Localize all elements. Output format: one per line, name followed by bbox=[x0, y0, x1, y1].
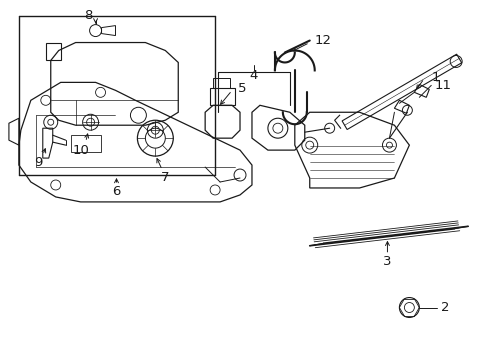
Text: 2: 2 bbox=[440, 301, 449, 314]
Text: 6: 6 bbox=[112, 185, 121, 198]
Text: 12: 12 bbox=[314, 34, 331, 47]
Text: 1: 1 bbox=[430, 71, 439, 84]
Text: 4: 4 bbox=[249, 69, 258, 82]
Text: 3: 3 bbox=[383, 255, 391, 268]
Text: 9: 9 bbox=[35, 156, 43, 168]
Text: 7: 7 bbox=[161, 171, 169, 184]
Text: 10: 10 bbox=[72, 144, 89, 157]
Text: 8: 8 bbox=[84, 9, 93, 22]
Text: 5: 5 bbox=[238, 82, 246, 95]
Text: 11: 11 bbox=[433, 79, 450, 92]
